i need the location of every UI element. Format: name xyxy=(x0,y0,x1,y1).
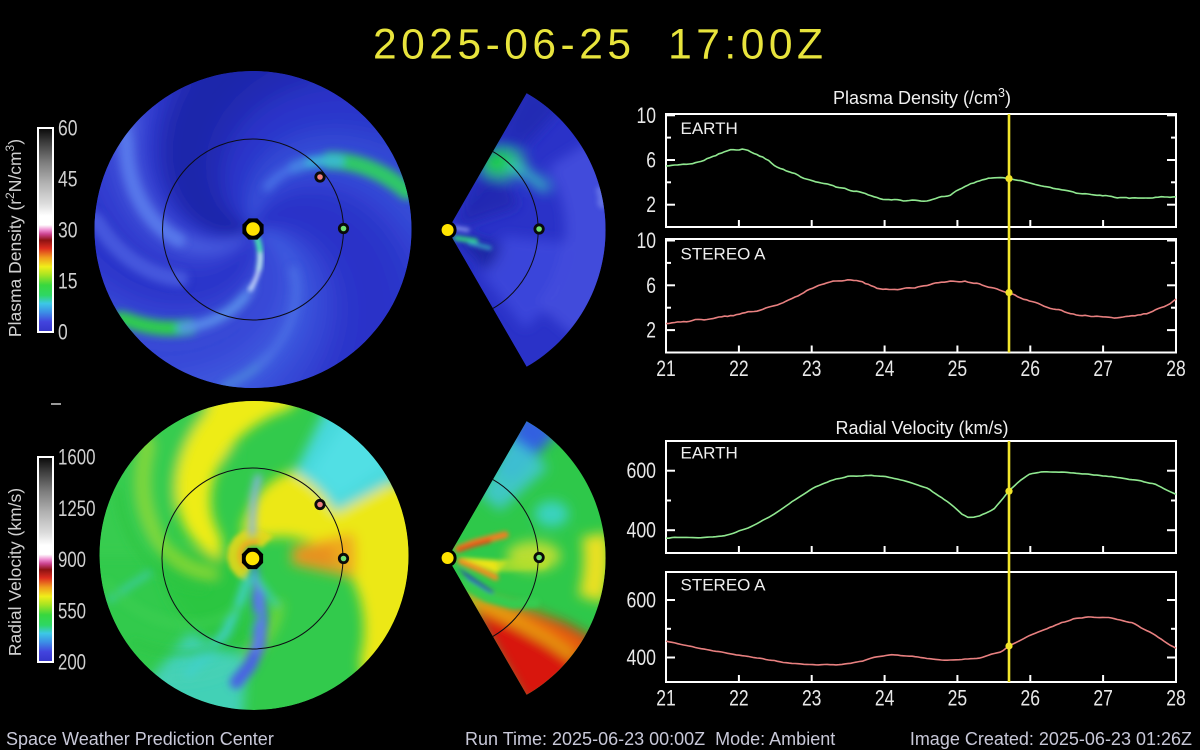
svg-text:28: 28 xyxy=(1166,686,1186,711)
svg-text:1250: 1250 xyxy=(58,496,96,521)
svg-text:27: 27 xyxy=(1093,686,1113,711)
svg-text:EARTH: EARTH xyxy=(681,444,738,463)
svg-text:Plasma Density (r2N/cm3): Plasma Density (r2N/cm3) xyxy=(3,139,25,337)
svg-text:2025-06-25 17:00Z: 2025-06-25 17:00Z xyxy=(373,22,823,69)
svg-text:900: 900 xyxy=(58,547,86,572)
svg-text:26: 26 xyxy=(1021,356,1041,381)
svg-text:6: 6 xyxy=(646,148,656,173)
svg-text:30: 30 xyxy=(58,218,78,243)
svg-text:60: 60 xyxy=(58,116,78,141)
svg-text:26: 26 xyxy=(1021,686,1041,711)
svg-text:400: 400 xyxy=(627,518,657,543)
svg-text:6: 6 xyxy=(646,273,656,298)
svg-text:550: 550 xyxy=(58,598,86,623)
svg-text:23: 23 xyxy=(802,356,822,381)
svg-text:45: 45 xyxy=(58,167,78,192)
svg-text:25: 25 xyxy=(948,686,968,711)
svg-text:Space Weather Prediction Cente: Space Weather Prediction Center xyxy=(6,729,274,749)
svg-text:1600: 1600 xyxy=(58,445,96,470)
svg-text:600: 600 xyxy=(627,588,657,613)
svg-text:15: 15 xyxy=(58,269,78,294)
svg-text:600: 600 xyxy=(627,458,657,483)
svg-text:10: 10 xyxy=(637,103,657,128)
svg-text:23: 23 xyxy=(802,686,822,711)
svg-text:24: 24 xyxy=(875,356,895,381)
svg-text:10: 10 xyxy=(637,228,657,253)
svg-text:EARTH: EARTH xyxy=(681,119,738,138)
svg-text:Radial Velocity (km/s): Radial Velocity (km/s) xyxy=(835,418,1008,438)
svg-text:22: 22 xyxy=(729,356,749,381)
svg-text:28: 28 xyxy=(1166,356,1186,381)
svg-text:2: 2 xyxy=(646,192,656,217)
svg-text:0: 0 xyxy=(58,320,68,345)
svg-text:Run Time: 2025-06-23 00:00Z M: Run Time: 2025-06-23 00:00Z Mode: Ambien… xyxy=(465,729,835,749)
svg-text:21: 21 xyxy=(656,356,676,381)
svg-text:24: 24 xyxy=(875,686,895,711)
svg-text:25: 25 xyxy=(948,356,968,381)
svg-text:22: 22 xyxy=(729,686,749,711)
svg-text:27: 27 xyxy=(1093,356,1113,381)
svg-text:Radial Velocity (km/s): Radial Velocity (km/s) xyxy=(5,488,25,656)
svg-text:Image Created: 2025-06-23 01:2: Image Created: 2025-06-23 01:26Z xyxy=(910,729,1192,749)
svg-text:2: 2 xyxy=(646,318,656,343)
svg-text:STEREO A: STEREO A xyxy=(681,245,767,264)
svg-text:21: 21 xyxy=(656,686,676,711)
svg-text:STEREO A: STEREO A xyxy=(681,576,767,595)
svg-text:Plasma Density (/cm3): Plasma Density (/cm3) xyxy=(833,86,1011,108)
svg-text:200: 200 xyxy=(58,650,86,675)
svg-text:400: 400 xyxy=(627,645,657,670)
